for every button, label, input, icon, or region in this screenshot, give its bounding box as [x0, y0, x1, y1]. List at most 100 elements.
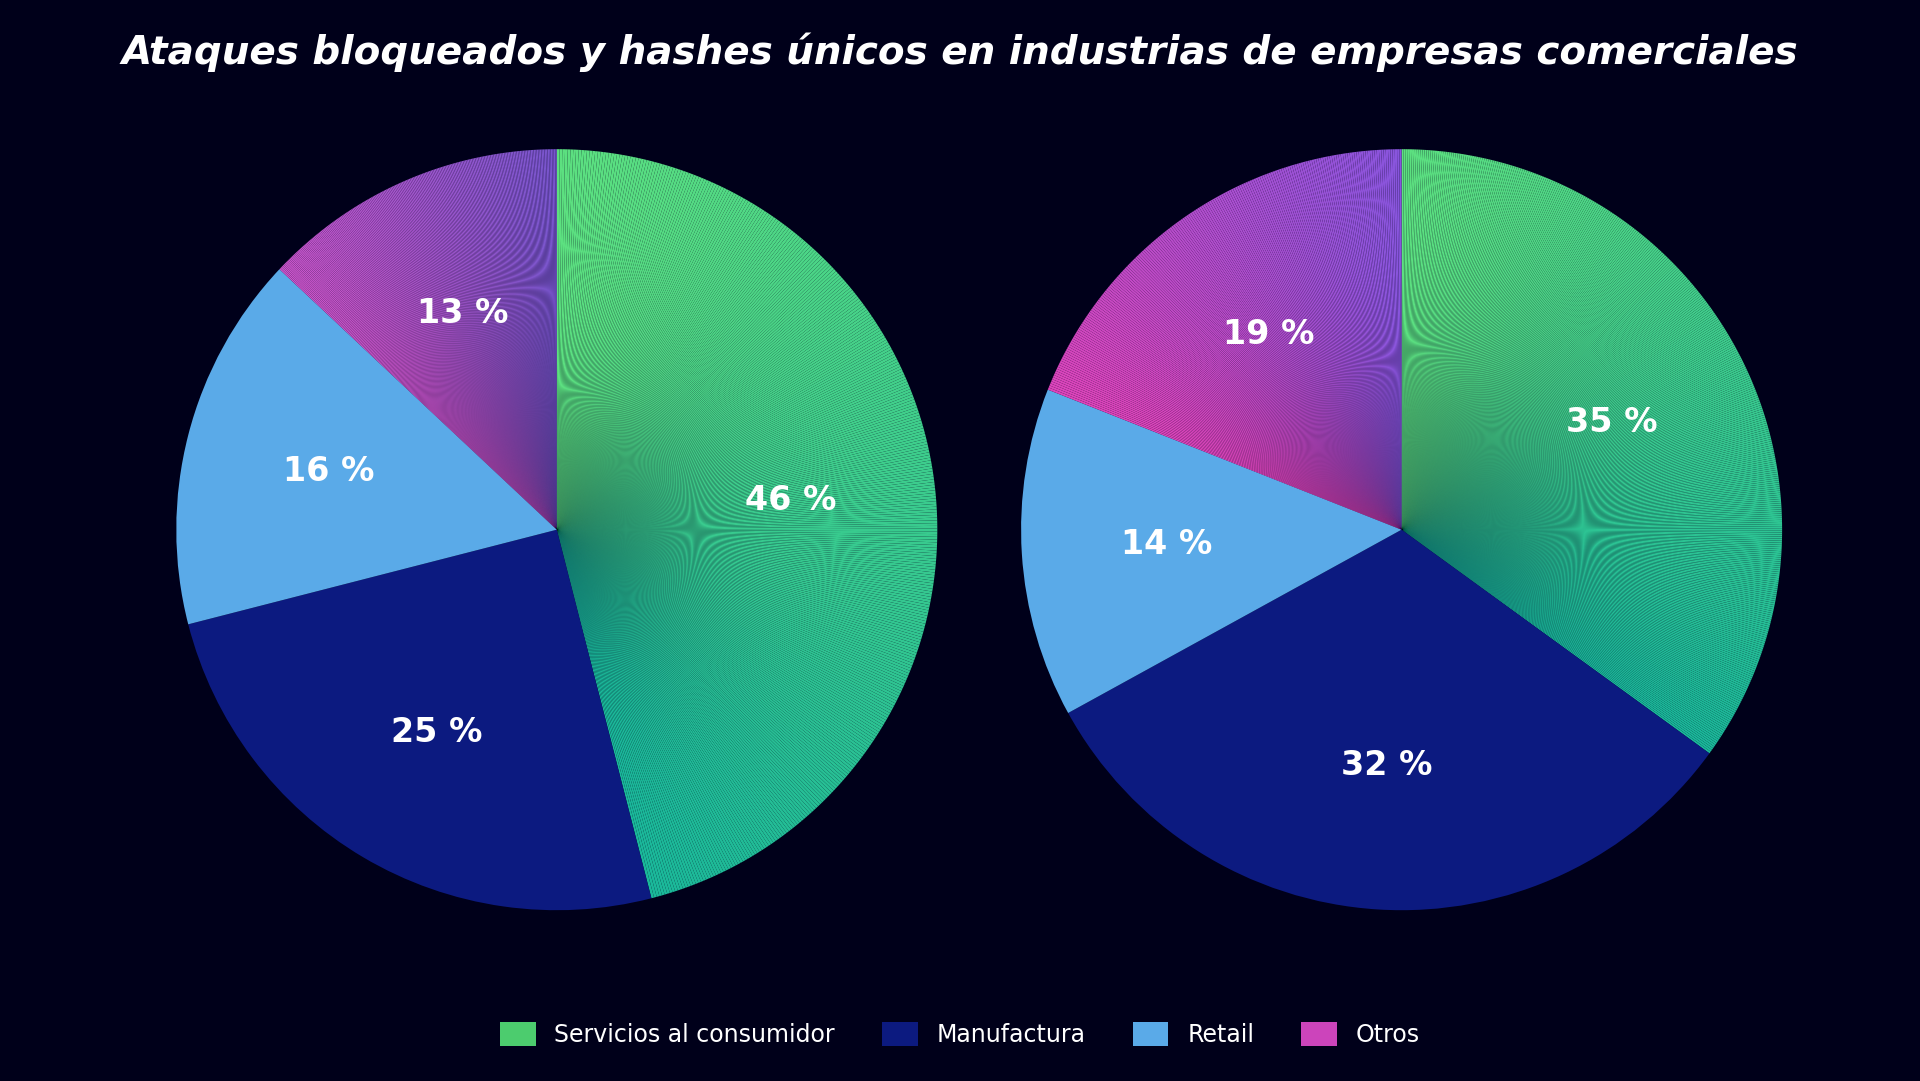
Polygon shape	[1402, 208, 1605, 530]
Polygon shape	[384, 189, 557, 530]
Polygon shape	[557, 149, 576, 530]
Polygon shape	[557, 530, 924, 635]
Polygon shape	[520, 150, 557, 530]
Polygon shape	[1094, 303, 1402, 530]
Polygon shape	[1077, 329, 1402, 530]
Polygon shape	[557, 530, 933, 586]
Polygon shape	[338, 217, 557, 530]
Text: 14 %: 14 %	[1121, 528, 1212, 561]
Polygon shape	[557, 530, 927, 622]
Polygon shape	[1085, 318, 1402, 530]
Polygon shape	[557, 530, 914, 666]
Polygon shape	[1402, 301, 1707, 530]
Polygon shape	[1148, 244, 1402, 530]
Polygon shape	[557, 530, 831, 795]
Polygon shape	[1402, 243, 1655, 530]
Polygon shape	[405, 181, 557, 530]
Polygon shape	[1402, 530, 1774, 613]
Polygon shape	[557, 150, 582, 530]
Polygon shape	[1402, 245, 1655, 530]
Polygon shape	[1402, 453, 1774, 530]
Polygon shape	[1402, 530, 1774, 611]
Polygon shape	[557, 530, 893, 710]
Polygon shape	[557, 255, 822, 530]
Polygon shape	[311, 238, 557, 530]
Polygon shape	[557, 530, 904, 686]
Polygon shape	[557, 530, 866, 755]
Polygon shape	[1133, 259, 1402, 530]
Polygon shape	[557, 530, 732, 869]
Polygon shape	[1402, 530, 1780, 574]
Polygon shape	[1402, 197, 1588, 530]
Polygon shape	[1350, 152, 1402, 530]
Polygon shape	[447, 164, 557, 530]
Polygon shape	[1402, 162, 1501, 530]
Polygon shape	[1142, 251, 1402, 530]
Polygon shape	[557, 176, 701, 530]
Polygon shape	[1402, 344, 1736, 530]
Polygon shape	[1089, 311, 1402, 530]
Polygon shape	[557, 166, 674, 530]
Polygon shape	[1402, 384, 1753, 530]
Polygon shape	[557, 530, 828, 799]
Polygon shape	[1050, 384, 1402, 530]
Polygon shape	[557, 455, 931, 530]
Polygon shape	[1402, 192, 1580, 530]
Polygon shape	[557, 530, 751, 858]
Polygon shape	[1069, 341, 1402, 530]
Polygon shape	[1087, 313, 1402, 530]
Polygon shape	[495, 154, 557, 530]
Polygon shape	[557, 530, 676, 892]
Polygon shape	[522, 150, 557, 530]
Polygon shape	[1402, 530, 1778, 585]
Polygon shape	[1402, 295, 1703, 530]
Polygon shape	[557, 369, 902, 530]
Polygon shape	[1402, 326, 1724, 530]
Polygon shape	[557, 530, 657, 897]
Polygon shape	[557, 319, 876, 530]
Polygon shape	[467, 160, 557, 530]
Polygon shape	[355, 205, 557, 530]
Polygon shape	[515, 151, 557, 530]
Polygon shape	[319, 231, 557, 530]
Polygon shape	[409, 178, 557, 530]
Polygon shape	[557, 176, 699, 530]
Polygon shape	[1342, 154, 1402, 530]
Polygon shape	[557, 446, 929, 530]
Text: 13 %: 13 %	[417, 296, 509, 330]
Polygon shape	[1402, 530, 1755, 675]
Polygon shape	[1402, 173, 1536, 530]
Polygon shape	[557, 157, 636, 530]
Polygon shape	[1402, 530, 1776, 599]
Polygon shape	[1402, 151, 1448, 530]
Polygon shape	[1402, 279, 1690, 530]
Polygon shape	[557, 530, 724, 873]
Polygon shape	[280, 268, 557, 530]
Polygon shape	[384, 190, 557, 530]
Polygon shape	[1402, 338, 1732, 530]
Polygon shape	[557, 530, 664, 895]
Polygon shape	[1402, 165, 1515, 530]
Polygon shape	[1402, 530, 1780, 578]
Polygon shape	[1402, 448, 1774, 530]
Polygon shape	[557, 174, 693, 530]
Polygon shape	[1402, 200, 1594, 530]
Polygon shape	[1402, 530, 1732, 722]
Polygon shape	[557, 530, 699, 884]
Polygon shape	[1402, 439, 1772, 530]
Polygon shape	[1402, 530, 1782, 532]
Polygon shape	[296, 252, 557, 530]
Polygon shape	[1196, 209, 1402, 530]
Polygon shape	[1240, 184, 1402, 530]
Polygon shape	[1083, 321, 1402, 530]
Polygon shape	[557, 530, 760, 853]
Polygon shape	[557, 530, 902, 691]
Polygon shape	[1064, 352, 1402, 530]
Polygon shape	[1114, 280, 1402, 530]
Polygon shape	[470, 159, 557, 530]
Polygon shape	[1127, 265, 1402, 530]
Polygon shape	[1402, 214, 1617, 530]
Polygon shape	[557, 296, 858, 530]
Polygon shape	[557, 444, 927, 530]
Polygon shape	[557, 395, 914, 530]
